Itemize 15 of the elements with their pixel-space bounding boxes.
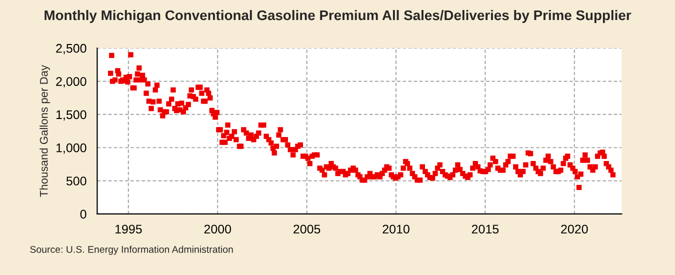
x-tick-label: 1995 bbox=[115, 224, 142, 234]
y-tick-label: 0 bbox=[80, 210, 86, 219]
x-tick-label: 2010 bbox=[382, 224, 410, 234]
y-tick-label: 2,500 bbox=[56, 44, 86, 54]
x-tick-label: 2005 bbox=[294, 224, 320, 234]
y-tick-label: 2,000 bbox=[56, 77, 86, 88]
y-axis-title: Thousand Gallons per Day bbox=[40, 64, 50, 197]
y-tick-label: 500 bbox=[66, 176, 86, 186]
y-tick-label: 1,000 bbox=[56, 143, 86, 154]
x-tick-label: 2015 bbox=[472, 224, 499, 234]
source-note: Source: U.S. Energy Information Administration bbox=[30, 246, 233, 255]
x-tick-label: 2020 bbox=[561, 224, 588, 234]
y-tick-label: 1,500 bbox=[56, 110, 86, 121]
chart-title: Monthly Michigan Conventional Gasoline Premium All Sales/Deliveries by Prime Supplier bbox=[44, 10, 632, 24]
x-tick-label: 2000 bbox=[204, 224, 232, 234]
